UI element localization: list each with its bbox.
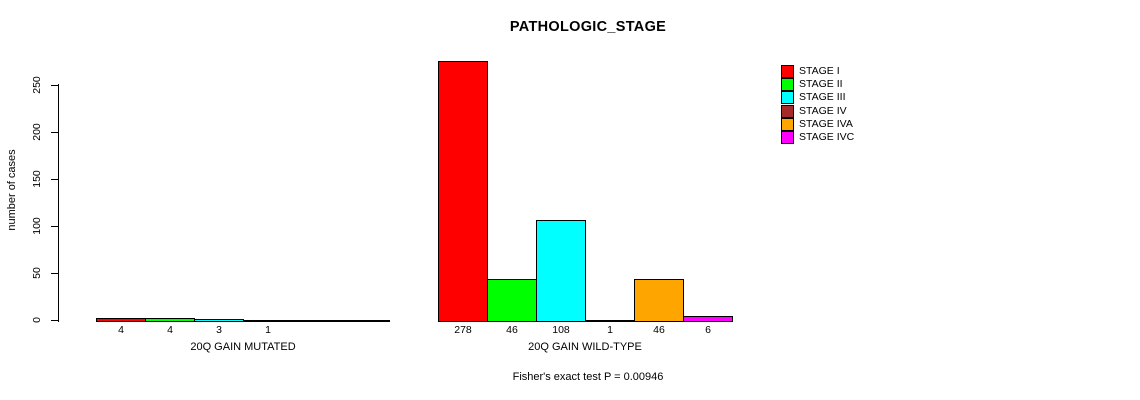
y-axis-tick	[51, 226, 59, 227]
bar-stage-i	[96, 318, 146, 322]
y-axis-tick	[51, 320, 59, 321]
bar-value-label: 278	[454, 324, 472, 336]
legend-label: STAGE IVA	[799, 117, 853, 130]
bar-value-label: 46	[653, 324, 665, 336]
legend-label: STAGE IV	[799, 104, 847, 117]
legend-swatch-icon	[781, 117, 794, 131]
bar-stage-iii	[536, 220, 586, 322]
x-group-label-mutated: 20Q GAIN MUTATED	[190, 341, 296, 353]
chart-title: PATHOLOGIC_STAGE	[509, 19, 667, 35]
bar-stage-iii	[194, 319, 244, 322]
legend-label: STAGE IVC	[799, 131, 855, 144]
y-axis-tick-label: 200	[31, 123, 43, 141]
bar-stage-ii	[145, 318, 195, 322]
y-axis-tick-label: 250	[31, 76, 43, 94]
bar-value-label: 6	[705, 324, 711, 336]
bar-stage-iv	[243, 320, 293, 322]
legend: STAGE I STAGE II STAGE III STAGE IV STAGE IV…	[781, 65, 855, 145]
bar-stage-ivc	[683, 316, 733, 322]
legend-row: STAGE IVC	[781, 131, 855, 145]
bar-value-label: 46	[506, 324, 518, 336]
bar-value-label: 4	[167, 324, 173, 336]
y-axis-tick	[51, 85, 59, 86]
legend-row: STAGE IV	[781, 104, 854, 118]
legend-label: STAGE III	[799, 91, 846, 104]
y-axis-tick	[51, 132, 59, 133]
bar-value-label: 1	[607, 324, 613, 336]
legend-row: STAGE II	[781, 78, 854, 92]
bar-stage-ii	[487, 279, 537, 322]
legend-swatch-icon	[781, 78, 794, 92]
x-group-label-wildtype: 20Q GAIN WILD-TYPE	[528, 341, 642, 353]
bar-stage-iva	[634, 279, 684, 322]
y-axis-tick-label: 100	[31, 217, 43, 235]
legend-swatch-icon	[781, 104, 794, 118]
y-axis-tick	[51, 273, 59, 274]
y-axis-tick-label: 50	[31, 267, 43, 279]
bar-value-label: 108	[552, 324, 570, 336]
legend-row: STAGE III	[781, 91, 854, 105]
bar-value-label: 4	[118, 324, 124, 336]
legend-label: STAGE I	[799, 65, 840, 78]
fisher-test-note: Fisher's exact test P = 0.00946	[512, 371, 664, 383]
y-axis-tick-label: 150	[31, 170, 43, 188]
y-axis-line	[58, 84, 59, 322]
bar-stage-i	[438, 61, 488, 322]
bar-value-label: 1	[265, 324, 271, 336]
legend-swatch-icon	[781, 65, 794, 79]
y-axis-label: number of cases	[6, 149, 18, 231]
bar-value-label: 3	[216, 324, 222, 336]
y-axis-tick	[51, 179, 59, 180]
legend-row: STAGE IVA	[781, 117, 854, 131]
legend-swatch-icon	[781, 91, 794, 105]
legend-row: STAGE I	[781, 65, 854, 79]
legend-label: STAGE II	[799, 78, 843, 91]
bar-stage-iv	[585, 320, 635, 322]
legend-swatch-icon	[781, 131, 794, 145]
y-axis-tick-label: 0	[31, 317, 43, 323]
